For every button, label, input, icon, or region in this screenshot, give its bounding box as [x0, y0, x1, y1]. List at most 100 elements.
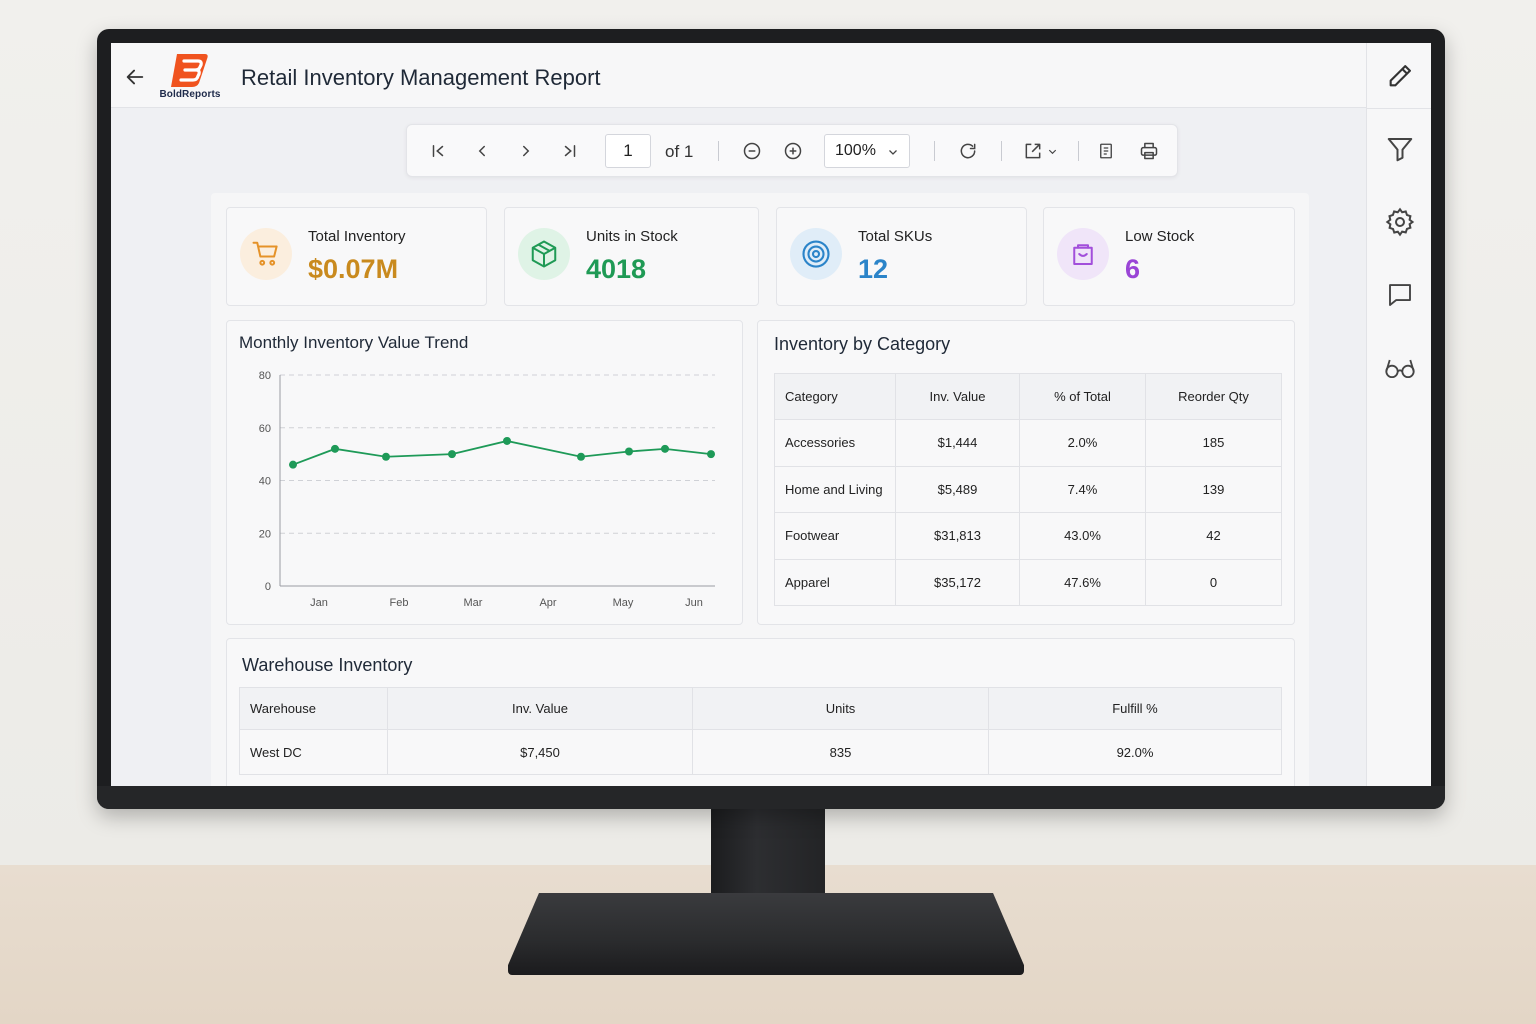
kpi-card-total-inventory: Total Inventory $0.07M [226, 207, 487, 306]
x-tick-label: Apr [539, 597, 556, 609]
cart-icon [252, 241, 278, 266]
column-header: % of Total [1019, 373, 1146, 420]
last-page-button[interactable] [557, 138, 583, 164]
table-cell: $35,172 [895, 558, 1020, 606]
data-point [331, 444, 339, 453]
export-button[interactable] [1017, 138, 1063, 164]
table-cell: Footwear [774, 512, 896, 560]
boldreports-logo-mark [171, 54, 208, 87]
chevron-down-icon [1048, 149, 1056, 154]
data-point [577, 452, 585, 461]
toolbar-separator [934, 141, 935, 161]
logo-text: BoldReports [159, 89, 221, 100]
zoom-in-icon [784, 142, 802, 160]
table-cell: $31,813 [895, 512, 1020, 560]
screen: BoldReports Retail Inventory Management … [111, 43, 1431, 786]
x-tick-label: Jun [685, 597, 703, 609]
column-header: Reorder Qty [1145, 373, 1282, 420]
table-cell: 7.4% [1019, 465, 1146, 513]
target-icon [802, 240, 830, 268]
table-cell: 139 [1145, 465, 1282, 513]
category-table-card: Inventory by Category Category Inv. Valu… [757, 320, 1295, 625]
next-page-button[interactable] [513, 138, 539, 164]
column-header: Warehouse [239, 687, 388, 730]
zoom-in-button[interactable] [780, 138, 806, 164]
data-point [448, 450, 456, 459]
monitor-stand-base [508, 893, 1024, 975]
last-page-icon [564, 145, 576, 157]
table-row: Home and Living $5,489 7.4% 139 [774, 465, 1282, 513]
back-button[interactable] [121, 63, 149, 91]
column-header: Category [774, 373, 896, 420]
edit-button[interactable] [1384, 60, 1416, 92]
y-tick-label: 80 [259, 370, 271, 382]
table-cell: 92.0% [988, 729, 1282, 775]
kpi-icon-circle [518, 228, 570, 280]
table-cell: $1,444 [895, 419, 1020, 467]
bag-icon [1073, 244, 1093, 265]
data-point [707, 450, 715, 459]
chevron-left-icon [478, 145, 485, 157]
box-icon [531, 240, 557, 268]
y-tick-label: 20 [259, 528, 271, 540]
category-table-title: Inventory by Category [774, 334, 951, 354]
table-row: West DC $7,450 835 92.0% [239, 729, 1282, 775]
kpi-label: Total Inventory [308, 228, 406, 245]
kpi-icon-circle [1057, 228, 1109, 280]
arrow-left-icon [126, 69, 144, 85]
glasses-icon [1385, 359, 1415, 379]
y-tick-label: 60 [259, 423, 271, 435]
table-row: Apparel $35,172 47.6% 0 [774, 558, 1282, 606]
page-number-input[interactable] [605, 134, 651, 168]
data-point [503, 436, 511, 445]
refresh-button[interactable] [955, 138, 981, 164]
kpi-card-units-in-stock: Units in Stock 4018 [504, 207, 759, 306]
comments-button[interactable] [1384, 279, 1416, 311]
filter-button[interactable] [1384, 133, 1416, 165]
column-header: Units [692, 687, 989, 730]
zoom-select[interactable]: 100% [824, 134, 910, 168]
data-point [661, 444, 669, 453]
data-point [289, 460, 297, 469]
table-header-row: Category Inv. Value % of Total Reorder Q… [774, 373, 1282, 420]
kpi-icon-circle [790, 228, 842, 280]
table-cell: 2.0% [1019, 419, 1146, 467]
column-header: Inv. Value [895, 373, 1020, 420]
first-page-button[interactable] [425, 138, 451, 164]
settings-button[interactable] [1384, 206, 1416, 238]
toolbar-separator [718, 141, 719, 161]
filter-icon [1387, 138, 1413, 162]
table-header-row: Warehouse Inv. Value Units Fulfill % [239, 687, 1282, 730]
zoom-value: 100% [835, 142, 876, 159]
printer-icon [1140, 142, 1158, 160]
page-count-label: of 1 [665, 142, 694, 161]
data-point [625, 447, 633, 456]
trend-chart-card: Monthly Inventory Value Trend 0 20 40 60 80 J… [226, 320, 743, 625]
document-icon [1100, 143, 1112, 159]
warehouse-table-title: Warehouse Inventory [242, 655, 413, 675]
table-cell: Home and Living [774, 465, 896, 513]
table-cell: 42 [1145, 512, 1282, 560]
preview-button[interactable] [1384, 352, 1416, 384]
pencil-icon [1389, 65, 1411, 87]
table-cell: $7,450 [387, 729, 693, 775]
print-layout-button[interactable] [1093, 138, 1119, 164]
right-sidebar [1366, 43, 1431, 786]
kpi-value: $0.07M [308, 254, 399, 284]
table-row: Accessories $1,444 2.0% 185 [774, 419, 1282, 467]
previous-page-button[interactable] [469, 138, 495, 164]
table-row: Footwear $31,813 43.0% 42 [774, 512, 1282, 560]
gear-icon [1385, 207, 1415, 237]
kpi-label: Units in Stock [586, 228, 678, 245]
toolbar-separator [1078, 141, 1079, 161]
print-button[interactable] [1136, 138, 1162, 164]
series-line [292, 440, 712, 466]
toolbar-separator [1001, 141, 1002, 161]
table-cell: West DC [239, 729, 388, 775]
kpi-label: Low Stock [1125, 228, 1195, 245]
trend-line-chart: 0 20 40 60 80 Jan Feb Mar Apr May Jun [259, 370, 715, 609]
zoom-out-button[interactable] [739, 138, 765, 164]
table-cell: 43.0% [1019, 512, 1146, 560]
kpi-label: Total SKUs [858, 228, 933, 245]
column-header: Inv. Value [387, 687, 693, 730]
